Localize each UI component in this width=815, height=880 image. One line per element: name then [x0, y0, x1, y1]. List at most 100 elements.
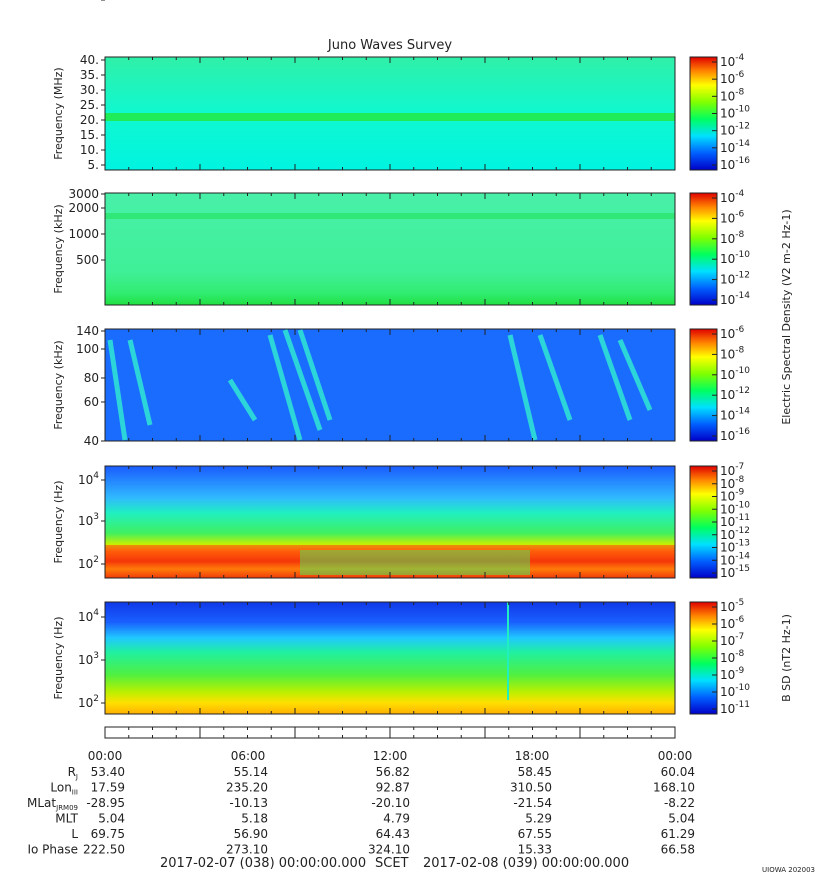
- colorbar-tick-label: 10-14: [720, 139, 750, 155]
- colorbar-tick-label: 10-10: [720, 683, 750, 699]
- ephemeris-value: 235.20: [226, 781, 268, 795]
- colorbar-tick-label: 10-16: [720, 156, 750, 172]
- ephemeris-value: 15.33: [518, 843, 552, 857]
- emission-streak: [267, 334, 303, 441]
- y-tick-label: 2000: [68, 201, 99, 215]
- y-axis-label: Frequency (Hz): [52, 617, 65, 700]
- y-tick-label: 25.: [80, 98, 99, 112]
- ephemeris-value: 92.87: [376, 781, 410, 795]
- ephemeris-value: 66.58: [661, 843, 695, 857]
- colorbar-tick-label: 10-15: [720, 564, 750, 580]
- ephemeris-value: -8.22: [664, 796, 695, 810]
- colorbar-frame: [689, 192, 718, 306]
- y-tick-label: 102: [78, 555, 99, 571]
- y-tick-label: 20.: [80, 113, 99, 127]
- colorbar-tick-label: 10-10: [720, 250, 750, 266]
- y-tick-label: 140: [76, 324, 99, 338]
- ephemeris-value: 273.10: [226, 843, 268, 857]
- colorbar-tick-label: 10-10: [720, 105, 750, 121]
- y-tick-label: 40.: [80, 53, 99, 67]
- ephemeris-row-label: MLatJRM09: [27, 796, 78, 812]
- colorbar-tick-label: 10-12: [720, 271, 750, 287]
- y-tick-label: 30.: [80, 83, 99, 97]
- ephemeris-value: -21.54: [513, 796, 552, 810]
- y-tick-label: 10.: [80, 143, 99, 157]
- ephemeris-value: 17.59: [91, 781, 125, 795]
- colorbar-tick-label: 10-12: [720, 122, 750, 138]
- colorbar-2: [690, 193, 717, 305]
- colorbar-frame: [689, 328, 718, 442]
- y-tick-label: 35.: [80, 68, 99, 82]
- colorbar-tick-label: 10-9: [720, 666, 745, 682]
- ephemeris-value: 69.75: [91, 827, 125, 841]
- emission-streak: [282, 329, 323, 431]
- y-tick-label: 15.: [80, 128, 99, 142]
- band-1600khz: [105, 213, 675, 219]
- y-tick-label: 5.: [88, 158, 99, 172]
- ephemeris-value: 5.18: [241, 812, 268, 826]
- colorbar-tick-label: 10-8: [720, 649, 745, 665]
- emission-streak: [127, 339, 153, 426]
- colorbar-tick-label: 10-12: [720, 386, 750, 402]
- ephemeris-value: 56.82: [376, 765, 410, 779]
- y-tick-label: 500: [76, 253, 99, 267]
- emission-streak: [227, 378, 258, 422]
- ephemeris-value: -20.10: [371, 796, 410, 810]
- y-axis-label: Frequency (MHz): [52, 67, 65, 159]
- emission-streak: [537, 334, 573, 421]
- mid-gap: [300, 550, 530, 575]
- colorbar-tick-label: 10-14: [720, 291, 750, 307]
- ephemeris-value: 4.79: [383, 812, 410, 826]
- band-20mhz: [105, 113, 675, 121]
- ephemeris-row-label: L: [71, 827, 78, 841]
- colorbar-tick-label: 10-14: [720, 407, 750, 423]
- time-label: 12:00: [373, 749, 408, 763]
- y-tick-label: 104: [78, 471, 99, 487]
- ephemeris-value: 5.04: [98, 812, 125, 826]
- y-tick-label: 80: [84, 371, 99, 385]
- electric-colorbar-label: Electric Spectral Density (V2 m-2 Hz-1): [780, 209, 793, 424]
- ephemeris-value: 53.40: [91, 765, 125, 779]
- y-tick-label: 1000: [68, 227, 99, 241]
- spectrogram-3: [105, 329, 675, 441]
- ephemeris-value: 61.29: [661, 827, 695, 841]
- panel-3: 14010080604020Frequency (kHz)10-610-810-…: [52, 0, 750, 448]
- chart-title: Juno Waves Survey: [327, 38, 453, 53]
- footer-start-time: 2017-02-07 (038) 00:00:00.000: [160, 856, 366, 871]
- ephemeris-value: 67.55: [518, 827, 552, 841]
- magnetic-colorbar-label: B SD (nT2 Hz-1): [780, 614, 793, 702]
- time-label: 18:00: [515, 749, 550, 763]
- y-tick-label: 103: [78, 512, 99, 528]
- ephemeris-row-label: RJ: [68, 765, 78, 781]
- ephemeris-value: 60.04: [661, 765, 695, 779]
- colorbar-tick-label: 10-5: [720, 598, 744, 614]
- emission-streak: [107, 339, 128, 441]
- y-tick-label: 100: [76, 342, 99, 356]
- colorbar-tick-label: 10-8: [720, 230, 745, 246]
- footer-scet: SCET: [375, 856, 409, 871]
- footer-stamp: UIOWA 20200306: [762, 866, 815, 874]
- colorbar-3: [690, 329, 717, 441]
- ephemeris-value: 5.29: [525, 812, 552, 826]
- time-label: 00:00: [658, 749, 693, 763]
- colorbar-tick-label: 10-16: [720, 427, 750, 443]
- ephemeris-value: 5.04: [668, 812, 695, 826]
- colorbar-tick-label: 10-6: [720, 615, 745, 631]
- ephemeris-value: 324.10: [368, 843, 410, 857]
- ephemeris-table: 00:00 06:00 12:00 18:00 00:00 RJ 53.40 55.14 56.…: [27, 726, 695, 857]
- colorbar-tick-label: 10-6: [720, 209, 745, 225]
- ephemeris-value: 55.14: [234, 765, 268, 779]
- emission-streak: [597, 334, 633, 421]
- emission-streak: [297, 329, 333, 421]
- ephemeris-value: 58.45: [518, 765, 552, 779]
- colorbar-tick-label: 10-8: [720, 345, 745, 361]
- y-tick-label: 40: [84, 434, 99, 448]
- time-label: 06:00: [231, 749, 266, 763]
- colorbar-tick-label: 10-4: [720, 53, 745, 69]
- ephemeris-value: 168.10: [653, 781, 695, 795]
- spectrogram-5: [105, 602, 675, 714]
